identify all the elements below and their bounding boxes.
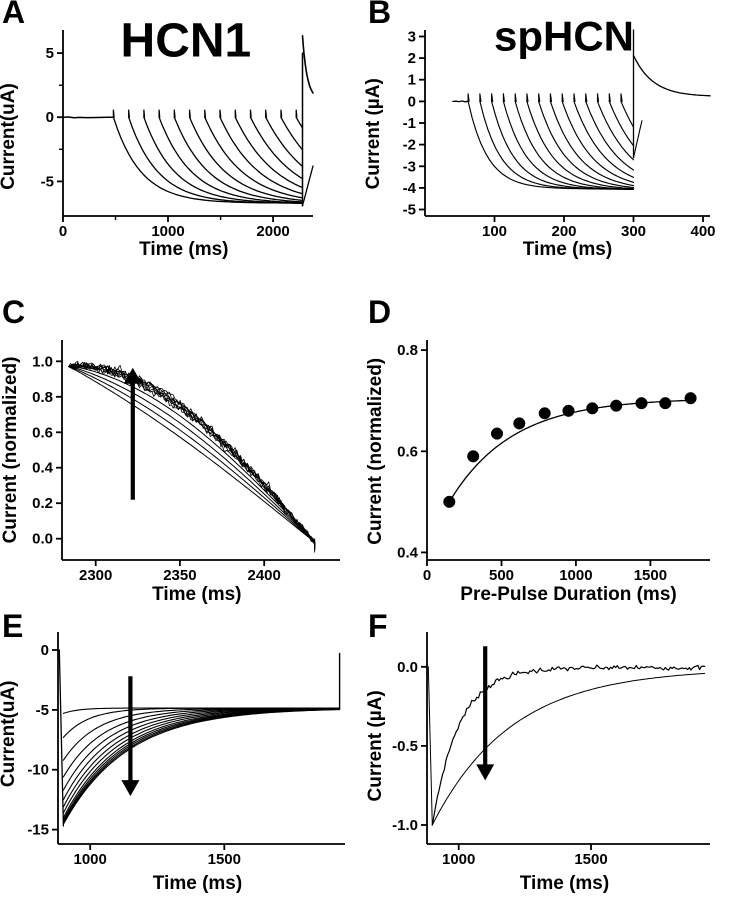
svg-text:-1: -1 — [403, 115, 416, 132]
svg-text:0.8: 0.8 — [32, 389, 53, 406]
svg-text:1500: 1500 — [634, 567, 667, 584]
svg-text:1000: 1000 — [151, 223, 184, 240]
svg-text:Time (ms): Time (ms) — [153, 873, 242, 894]
svg-text:Current (µA): Current (µA) — [365, 690, 386, 801]
svg-text:5: 5 — [46, 45, 54, 62]
svg-text:1000: 1000 — [559, 567, 592, 584]
svg-text:2300: 2300 — [79, 567, 112, 584]
svg-text:Pre-Pulse Duration (ms): Pre-Pulse Duration (ms) — [460, 584, 676, 605]
svg-text:Current (µA): Current (µA) — [365, 78, 384, 189]
svg-text:HCN1: HCN1 — [121, 14, 252, 67]
svg-text:0.2: 0.2 — [32, 495, 53, 512]
svg-text:0.0: 0.0 — [32, 531, 53, 548]
svg-text:2400: 2400 — [248, 567, 281, 584]
svg-text:0.6: 0.6 — [397, 443, 418, 460]
svg-text:spHCN: spHCN — [494, 13, 634, 60]
svg-text:0: 0 — [41, 642, 49, 659]
svg-text:1.0: 1.0 — [32, 353, 53, 370]
svg-text:-1.0: -1.0 — [392, 817, 418, 834]
svg-text:0: 0 — [408, 93, 416, 110]
svg-text:-3: -3 — [403, 158, 416, 175]
svg-text:200: 200 — [551, 223, 576, 240]
svg-text:Time (ms): Time (ms) — [520, 873, 609, 894]
svg-text:0.4: 0.4 — [397, 544, 419, 561]
svg-text:Time (ms): Time (ms) — [139, 239, 228, 260]
svg-text:1: 1 — [408, 72, 416, 89]
svg-text:0.8: 0.8 — [397, 342, 418, 359]
svg-text:3: 3 — [408, 29, 416, 46]
svg-text:-5: -5 — [403, 202, 416, 219]
svg-text:100: 100 — [482, 223, 507, 240]
svg-text:0: 0 — [59, 223, 67, 240]
svg-text:300: 300 — [621, 223, 646, 240]
svg-text:0.4: 0.4 — [32, 460, 54, 477]
svg-text:2: 2 — [408, 50, 416, 67]
svg-text:-4: -4 — [403, 180, 417, 197]
svg-text:-15: -15 — [27, 822, 49, 839]
svg-text:Time (ms): Time (ms) — [152, 584, 241, 605]
svg-text:Current (normalized): Current (normalized) — [365, 358, 386, 545]
svg-text:Current(uA): Current(uA) — [0, 680, 19, 787]
svg-text:-10: -10 — [27, 762, 49, 779]
svg-text:0: 0 — [46, 109, 54, 126]
svg-text:Current (normalized): Current (normalized) — [0, 357, 21, 544]
svg-text:-5: -5 — [41, 173, 54, 190]
svg-text:0.0: 0.0 — [397, 659, 418, 676]
svg-text:-0.5: -0.5 — [392, 738, 418, 755]
svg-text:1000: 1000 — [74, 851, 107, 868]
svg-text:Current(uA): Current(uA) — [0, 83, 19, 190]
svg-text:Time (ms): Time (ms) — [523, 239, 612, 260]
svg-text:1500: 1500 — [208, 851, 241, 868]
svg-text:2350: 2350 — [163, 567, 196, 584]
svg-text:2000: 2000 — [256, 223, 289, 240]
svg-text:0: 0 — [423, 567, 431, 584]
svg-text:1000: 1000 — [442, 851, 475, 868]
svg-text:0.6: 0.6 — [32, 424, 53, 441]
svg-text:1500: 1500 — [574, 851, 607, 868]
svg-text:-2: -2 — [403, 137, 416, 154]
svg-text:-5: -5 — [36, 702, 49, 719]
svg-text:500: 500 — [489, 567, 514, 584]
svg-text:400: 400 — [690, 223, 715, 240]
